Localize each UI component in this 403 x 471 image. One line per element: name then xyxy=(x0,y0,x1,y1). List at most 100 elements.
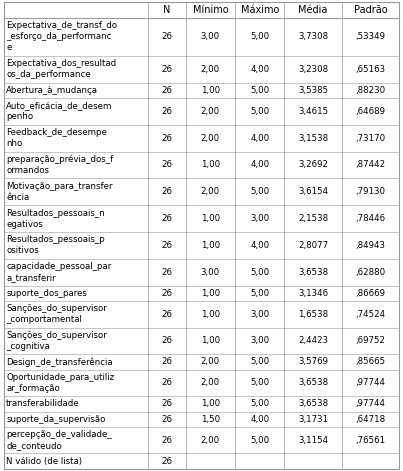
Text: ,73170: ,73170 xyxy=(355,134,385,143)
Text: 3,5385: 3,5385 xyxy=(298,86,328,95)
Text: 1,00: 1,00 xyxy=(201,241,220,250)
Text: 3,4615: 3,4615 xyxy=(298,107,328,116)
Text: 2,00: 2,00 xyxy=(201,187,220,196)
Text: 2,00: 2,00 xyxy=(201,65,220,74)
Text: 1,6538: 1,6538 xyxy=(298,310,328,319)
Text: N válido (de lista): N válido (de lista) xyxy=(6,456,82,465)
Text: ,64718: ,64718 xyxy=(355,414,385,423)
Text: ,88230: ,88230 xyxy=(355,86,385,95)
Text: 3,00: 3,00 xyxy=(250,214,269,223)
Text: 3,00: 3,00 xyxy=(201,32,220,41)
Text: 5,00: 5,00 xyxy=(250,289,269,298)
Text: 1,00: 1,00 xyxy=(201,336,220,346)
Text: 26: 26 xyxy=(162,336,172,346)
Text: 26: 26 xyxy=(162,436,172,445)
Text: 2,00: 2,00 xyxy=(201,436,220,445)
Text: 3,6538: 3,6538 xyxy=(298,399,328,408)
Text: 1,00: 1,00 xyxy=(201,86,220,95)
Text: 26: 26 xyxy=(162,456,172,465)
Text: 5,00: 5,00 xyxy=(250,32,269,41)
Text: Motivação_para_transfer
ência: Motivação_para_transfer ência xyxy=(6,182,112,202)
Text: 4,00: 4,00 xyxy=(250,134,269,143)
Text: 26: 26 xyxy=(162,241,172,250)
Text: 26: 26 xyxy=(162,399,172,408)
Text: 3,6538: 3,6538 xyxy=(298,268,328,277)
Text: 1,00: 1,00 xyxy=(201,214,220,223)
Text: 26: 26 xyxy=(162,86,172,95)
Text: 1,50: 1,50 xyxy=(201,414,220,423)
Text: 3,00: 3,00 xyxy=(250,336,269,346)
Text: 2,00: 2,00 xyxy=(201,357,220,366)
Text: Design_de_transferência: Design_de_transferência xyxy=(6,357,113,367)
Text: 4,00: 4,00 xyxy=(250,414,269,423)
Text: ,76561: ,76561 xyxy=(355,436,385,445)
Text: ,85665: ,85665 xyxy=(355,357,385,366)
Text: 1,00: 1,00 xyxy=(201,399,220,408)
Text: 1,00: 1,00 xyxy=(201,161,220,170)
Text: Expectativa_dos_resultad
os_da_performance: Expectativa_dos_resultad os_da_performan… xyxy=(6,59,116,80)
Text: ,79130: ,79130 xyxy=(355,187,385,196)
Text: 3,6154: 3,6154 xyxy=(298,187,328,196)
Text: 3,1538: 3,1538 xyxy=(298,134,328,143)
Text: ,64689: ,64689 xyxy=(355,107,385,116)
Text: 3,2308: 3,2308 xyxy=(298,65,328,74)
Text: 26: 26 xyxy=(162,65,172,74)
Text: 1,00: 1,00 xyxy=(201,289,220,298)
Text: ,78446: ,78446 xyxy=(355,214,385,223)
Text: 26: 26 xyxy=(162,268,172,277)
Text: 3,1346: 3,1346 xyxy=(298,289,328,298)
Text: Resultados_pessoais_p
ositivos: Resultados_pessoais_p ositivos xyxy=(6,236,105,255)
Text: Sanções_do_supervisor
_comportamental: Sanções_do_supervisor _comportamental xyxy=(6,304,107,324)
Text: ,62880: ,62880 xyxy=(355,268,385,277)
Text: 3,5769: 3,5769 xyxy=(298,357,328,366)
Text: 5,00: 5,00 xyxy=(250,357,269,366)
Text: 3,2692: 3,2692 xyxy=(298,161,328,170)
Text: transferabilidade: transferabilidade xyxy=(6,399,80,408)
Text: preparação_prévia_dos_f
ormandos: preparação_prévia_dos_f ormandos xyxy=(6,154,113,175)
Text: Expectativa_de_transf_do
_esforço_da_performanc
e: Expectativa_de_transf_do _esforço_da_per… xyxy=(6,21,117,52)
Text: ,65163: ,65163 xyxy=(355,65,385,74)
Text: ,53349: ,53349 xyxy=(355,32,385,41)
Text: N: N xyxy=(163,5,170,15)
Text: ,74524: ,74524 xyxy=(355,310,385,319)
Text: 2,4423: 2,4423 xyxy=(298,336,328,346)
Text: 1,00: 1,00 xyxy=(201,310,220,319)
Text: 26: 26 xyxy=(162,214,172,223)
Text: 2,00: 2,00 xyxy=(201,107,220,116)
Text: 4,00: 4,00 xyxy=(250,161,269,170)
Text: suporte_dos_pares: suporte_dos_pares xyxy=(6,289,87,298)
Text: 2,00: 2,00 xyxy=(201,134,220,143)
Text: 5,00: 5,00 xyxy=(250,107,269,116)
Text: 26: 26 xyxy=(162,134,172,143)
Text: ,69752: ,69752 xyxy=(355,336,385,346)
Text: 26: 26 xyxy=(162,289,172,298)
Text: 2,00: 2,00 xyxy=(201,379,220,388)
Text: capacidade_pessoal_par
a_transferir: capacidade_pessoal_par a_transferir xyxy=(6,262,111,282)
Text: ,97744: ,97744 xyxy=(355,379,385,388)
Text: 3,1731: 3,1731 xyxy=(298,414,328,423)
Text: 3,6538: 3,6538 xyxy=(298,379,328,388)
Text: Abertura_à_mudança: Abertura_à_mudança xyxy=(6,86,98,95)
Text: percepção_de_validade_
de_conteudo: percepção_de_validade_ de_conteudo xyxy=(6,430,112,450)
Text: 3,00: 3,00 xyxy=(201,268,220,277)
Text: 26: 26 xyxy=(162,414,172,423)
Text: 3,7308: 3,7308 xyxy=(298,32,328,41)
Text: Mínimo: Mínimo xyxy=(193,5,228,15)
Text: Padrão: Padrão xyxy=(353,5,387,15)
Text: 26: 26 xyxy=(162,310,172,319)
Text: Auto_eficácia_de_desem
penho: Auto_eficácia_de_desem penho xyxy=(6,101,112,122)
Text: 5,00: 5,00 xyxy=(250,436,269,445)
Text: 5,00: 5,00 xyxy=(250,86,269,95)
Text: ,84943: ,84943 xyxy=(355,241,385,250)
Text: Oportunidade_para_utiliz
ar_formação: Oportunidade_para_utiliz ar_formação xyxy=(6,373,114,393)
Text: Média: Média xyxy=(298,5,328,15)
Text: 5,00: 5,00 xyxy=(250,399,269,408)
Text: ,87442: ,87442 xyxy=(355,161,385,170)
Text: ,86669: ,86669 xyxy=(355,289,385,298)
Text: suporte_da_supervisão: suporte_da_supervisão xyxy=(6,414,106,423)
Text: 3,00: 3,00 xyxy=(250,310,269,319)
Text: 5,00: 5,00 xyxy=(250,187,269,196)
Text: Resultados_pessoais_n
egativos: Resultados_pessoais_n egativos xyxy=(6,209,105,228)
Text: 26: 26 xyxy=(162,32,172,41)
Text: 2,1538: 2,1538 xyxy=(298,214,328,223)
